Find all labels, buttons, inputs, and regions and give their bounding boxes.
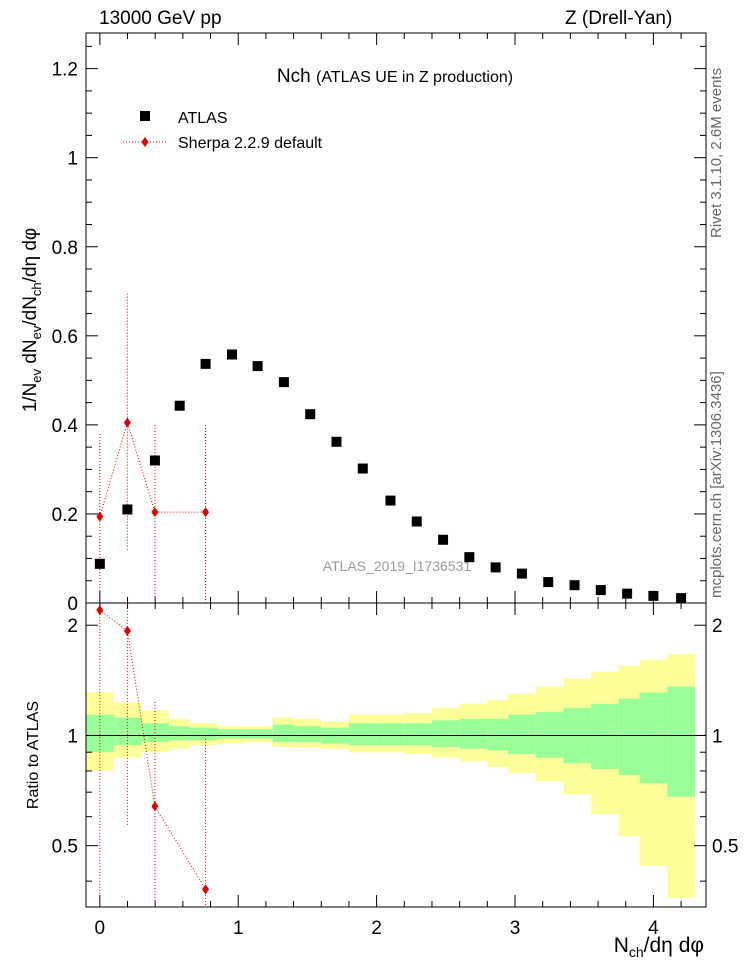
ratio-y-tick-label-right: 0.5	[712, 837, 738, 858]
x-tick-label: 1	[233, 918, 244, 939]
legend-atlas-marker	[140, 111, 150, 121]
band-inner-bin	[639, 692, 668, 784]
atlas-point	[490, 562, 501, 573]
atlas-point	[648, 590, 659, 601]
analysis-tag: ATLAS_2019_I1736531	[323, 558, 472, 574]
y-tick-label: 0.2	[52, 505, 78, 526]
band-inner-bin	[618, 698, 640, 775]
sherpa-line	[99, 420, 206, 517]
atlas-point	[438, 534, 449, 545]
band-inner-bin	[272, 724, 294, 742]
atlas-point	[595, 585, 606, 596]
x-tick-label: 4	[648, 918, 659, 939]
band-inner-bin	[348, 723, 377, 746]
band-inner-bin	[508, 714, 536, 754]
atlas-point	[464, 552, 475, 563]
band-inner-bin	[376, 723, 405, 746]
band-inner-bin	[293, 726, 322, 742]
atlas-point	[149, 455, 160, 466]
ratio-y-tick-label-right: 2	[712, 616, 723, 637]
ratio-plot-frame	[85, 602, 707, 908]
atlas-point	[543, 577, 554, 588]
y-tick-label: 0.6	[52, 327, 78, 348]
y-tick-label: 1	[67, 149, 78, 170]
ratio-sherpa-point	[151, 801, 159, 812]
atlas-point	[122, 504, 133, 515]
atlas-point	[411, 516, 422, 527]
atlas-point	[305, 409, 316, 420]
y-tick-label: 1.2	[52, 60, 78, 81]
band-inner-bin	[169, 726, 190, 741]
band-inner-bin	[189, 727, 218, 741]
atlas-point	[331, 436, 342, 447]
plot-title: Nch (ATLAS UE in Z production)	[277, 66, 513, 87]
legend-atlas-label: ATLAS	[178, 110, 228, 127]
x-axis-label: Nch​/dη dφ	[614, 934, 704, 960]
sherpa-point	[123, 417, 131, 428]
ratio-y-tick-label-right: 1	[712, 726, 723, 747]
ratio-sherpa-point	[96, 605, 104, 616]
band-inner-bin	[487, 718, 509, 751]
band-inner-bin	[667, 686, 695, 797]
sherpa-point	[202, 507, 210, 518]
energy-label: 13000 GeV pp	[99, 8, 222, 29]
x-tick-label: 2	[371, 918, 382, 939]
atlas-point	[385, 495, 396, 506]
ratio-series-group	[96, 603, 210, 907]
atlas-point	[516, 568, 527, 579]
atlas-point	[200, 358, 211, 369]
band-inner-bin	[535, 711, 564, 758]
atlas-point	[94, 558, 105, 569]
sherpa-point	[96, 511, 104, 522]
band-inner-bin	[217, 729, 246, 739]
atlas-point	[357, 463, 368, 474]
y-axis-label: 1/Nev​ dNev​/dNch​/dη dφ	[20, 228, 44, 413]
band-inner-bin	[431, 720, 460, 747]
y-tick-label: 0.4	[52, 416, 79, 437]
atlas-point	[252, 361, 263, 372]
legend-sherpa-label: Sherpa 2.2.9 default	[178, 135, 323, 152]
x-tick-label: 3	[510, 918, 521, 939]
y-tick-label: 0	[67, 594, 78, 615]
sherpa-point	[151, 507, 159, 518]
band-inner-bin	[591, 703, 619, 769]
atlas-point	[278, 377, 289, 388]
band-inner-bin	[404, 723, 432, 746]
ratio-y-tick-label: 0.5	[52, 837, 78, 858]
ratio-sherpa-line	[99, 609, 206, 890]
legend-sherpa-marker	[141, 137, 149, 147]
atlas-point	[569, 580, 580, 591]
ratio-sherpa-point	[202, 884, 210, 895]
ratio-y-tick-label: 1	[67, 726, 78, 747]
atlas-point	[227, 349, 238, 360]
x-tick-label: 0	[95, 918, 106, 939]
atlas-point	[676, 593, 687, 603]
atlas-point	[174, 400, 185, 411]
y-tick-label: 0.8	[52, 238, 78, 259]
main-series-group	[94, 293, 687, 603]
band-inner-bin	[459, 718, 488, 749]
ratio-sherpa-point	[123, 625, 131, 636]
band-inner-bin	[245, 729, 273, 739]
ratio-y-tick-label: 2	[67, 616, 78, 637]
atlas-point	[622, 588, 633, 599]
ratio-y-axis-label: Ratio to ATLAS	[25, 701, 42, 809]
process-label: Z (Drell-Yan)	[565, 8, 673, 29]
